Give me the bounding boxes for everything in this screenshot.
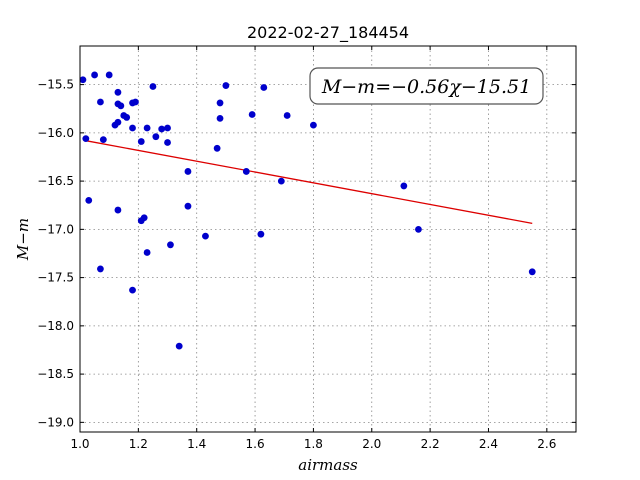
data-point (164, 139, 171, 146)
y-tick-label: −17.0 (37, 222, 74, 236)
data-point (184, 202, 192, 210)
data-point (310, 121, 317, 129)
data-point (82, 135, 90, 143)
fit-line-group (85, 140, 533, 225)
axis-ticks: 1.0 1.2 1.4 1.6 1.8 2.0 2.2 2.4 2.6 −15.5 −16.0 −16… (37, 46, 576, 451)
data-point (114, 118, 122, 126)
data-point (97, 265, 104, 273)
data-point (129, 286, 136, 294)
x-tick-label: 1.0 (70, 437, 89, 451)
data-point (137, 138, 145, 145)
data-point (129, 124, 136, 132)
data-point (149, 83, 157, 90)
data-point (91, 71, 98, 79)
data-point (175, 342, 183, 350)
data-point (202, 232, 209, 240)
data-point (85, 197, 93, 204)
x-tick-label: 1.8 (304, 437, 323, 451)
data-point (248, 111, 256, 118)
data-point (283, 112, 291, 119)
data-point (152, 133, 160, 141)
fit-equation-box: M−m=−0.56χ−15.51 (309, 67, 544, 105)
data-point (97, 98, 104, 106)
data-point (123, 114, 131, 121)
data-point (164, 124, 171, 132)
data-point (114, 206, 122, 214)
data-point (105, 71, 113, 79)
data-point (242, 168, 250, 175)
fit-line (85, 140, 533, 225)
x-tick-label: 1.4 (187, 437, 206, 451)
data-point (216, 114, 224, 122)
data-point (260, 84, 268, 91)
y-tick-label: −17.5 (37, 271, 74, 285)
data-point (216, 99, 224, 107)
chart-title: 2022-02-27_184454 (247, 23, 409, 43)
data-point (184, 168, 192, 175)
data-point (143, 124, 151, 132)
y-tick-label: −19.0 (37, 415, 74, 429)
x-axis-label: airmass (298, 456, 358, 474)
y-tick-label: −15.5 (37, 78, 74, 92)
x-tick-label: 2.0 (362, 437, 381, 451)
fit-equation-text: M−m=−0.56χ−15.51 (321, 76, 531, 98)
data-point (257, 230, 265, 238)
y-axis-label: M−m (14, 218, 32, 261)
x-tick-label: 2.2 (421, 437, 440, 451)
y-tick-label: −18.0 (37, 319, 74, 333)
y-tick-label: −16.5 (37, 174, 74, 188)
data-point (213, 144, 221, 152)
fit-equation-frame (309, 67, 544, 105)
data-point (400, 182, 408, 190)
x-tick-label: 1.2 (129, 437, 148, 451)
data-point (143, 249, 151, 256)
plot-area-frame (79, 45, 577, 433)
data-point (99, 136, 107, 144)
x-tick-label: 2.6 (537, 437, 556, 451)
data-point (415, 225, 422, 233)
data-points (79, 71, 536, 350)
data-point (222, 82, 230, 89)
data-point (79, 76, 87, 84)
data-point (167, 241, 174, 249)
data-point (114, 88, 122, 96)
x-tick-label: 2.4 (479, 437, 498, 451)
data-point (132, 98, 139, 106)
data-point (117, 102, 125, 110)
y-tick-label: −18.5 (37, 367, 74, 381)
data-point (528, 268, 536, 276)
x-tick-label: 1.6 (246, 437, 265, 451)
data-point (158, 125, 166, 133)
y-tick-label: −16.0 (37, 126, 74, 140)
data-point (140, 214, 148, 222)
data-point (277, 177, 285, 185)
